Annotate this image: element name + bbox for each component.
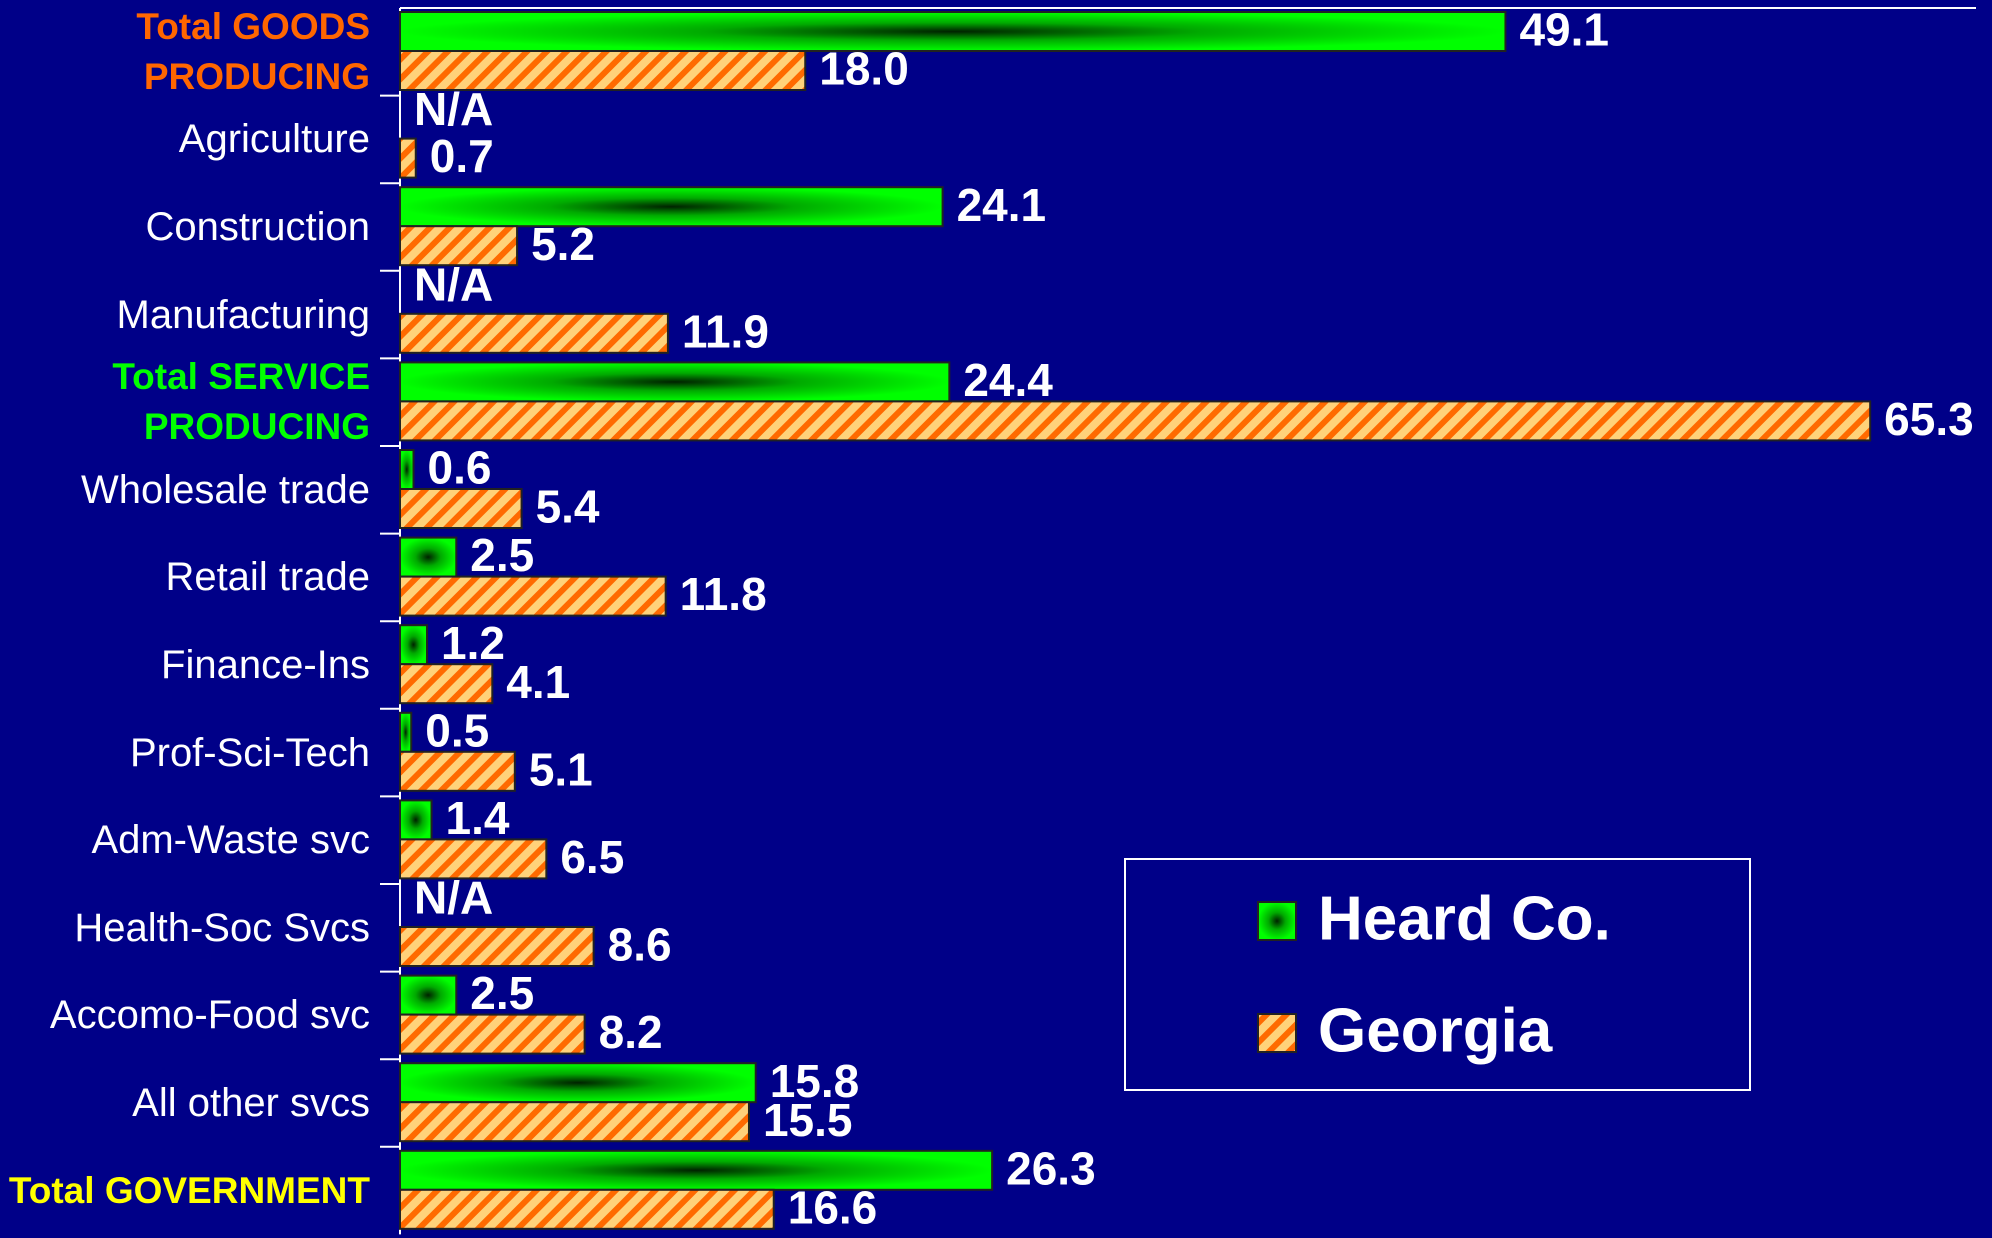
value-label: 1.2	[441, 617, 505, 669]
value-label: N/A	[414, 872, 493, 924]
value-label: N/A	[414, 83, 493, 135]
value-label: 0.5	[425, 704, 489, 756]
bar	[399, 312, 669, 354]
value-label: 2.5	[470, 967, 534, 1019]
value-label: 24.1	[957, 179, 1047, 231]
legend-swatch	[1257, 901, 1297, 941]
category-label: Wholesale trade	[80, 467, 370, 512]
category-label: Health-Soc Svcs	[74, 905, 370, 950]
legend-label: Heard Co.	[1318, 884, 1611, 953]
category-label: Total GOVERNMENT	[8, 1169, 370, 1211]
value-label: N/A	[414, 258, 493, 310]
value-label: 11.9	[682, 305, 769, 357]
value-label: 49.1	[1519, 4, 1609, 56]
value-label: 0.7	[430, 130, 494, 182]
value-label: 15.8	[770, 1055, 860, 1107]
legend-swatch	[1257, 1013, 1297, 1053]
bar	[399, 1188, 775, 1230]
value-label: 6.5	[560, 831, 624, 883]
category-label: Manufacturing	[116, 292, 370, 337]
bar	[399, 361, 951, 403]
value-label: 15.5	[763, 1094, 853, 1146]
value-label: 0.6	[428, 442, 492, 494]
bar	[399, 225, 519, 267]
bar	[399, 488, 523, 529]
bar	[399, 1149, 994, 1191]
bar	[399, 137, 417, 179]
bar	[399, 799, 433, 841]
legend-label: Georgia	[1318, 996, 1553, 1065]
bar	[399, 663, 494, 705]
category-label: Accomo-Food svc	[49, 993, 370, 1038]
value-label: 2.5	[470, 529, 534, 581]
category-label: Prof-Sci-Tech	[129, 730, 370, 775]
bar	[399, 926, 595, 967]
bar	[399, 750, 516, 792]
category-label: Total GOODS PRODUCING	[136, 5, 370, 97]
category-label: Agriculture	[178, 117, 370, 162]
bar	[399, 11, 1507, 52]
bar	[399, 186, 944, 228]
bar	[399, 974, 458, 1016]
value-label: 24.4	[963, 354, 1053, 406]
value-label: 4.1	[506, 656, 570, 708]
value-label: 18.0	[819, 43, 909, 95]
bar	[399, 711, 413, 753]
category-label: Finance-Ins	[161, 642, 370, 687]
value-label: 8.6	[608, 919, 672, 971]
category-label: Construction	[145, 204, 370, 249]
value-label: 1.4	[446, 792, 510, 844]
bar	[399, 449, 415, 490]
category-label: Total SERVICE PRODUCING	[112, 356, 370, 448]
value-label: 5.1	[529, 743, 593, 795]
bar	[399, 1013, 586, 1055]
value-label: 26.3	[1006, 1142, 1096, 1194]
bar	[399, 1062, 757, 1104]
value-label: 8.2	[599, 1006, 663, 1058]
bar	[399, 1101, 750, 1143]
value-label: 11.8	[680, 568, 767, 620]
bar	[399, 536, 458, 578]
value-label: 5.4	[536, 481, 600, 533]
category-label: All other svcs	[132, 1080, 370, 1125]
legend-box	[1124, 858, 1751, 1091]
category-label: Retail trade	[165, 555, 370, 600]
value-label: 5.2	[531, 218, 595, 270]
bar	[399, 400, 1872, 442]
value-label: 16.6	[788, 1181, 878, 1233]
bar	[399, 50, 807, 91]
bar	[399, 624, 429, 666]
value-label: 65.3	[1884, 393, 1974, 445]
bar	[399, 575, 667, 617]
category-label: Adm-Waste svc	[91, 818, 370, 863]
bar	[399, 838, 548, 880]
